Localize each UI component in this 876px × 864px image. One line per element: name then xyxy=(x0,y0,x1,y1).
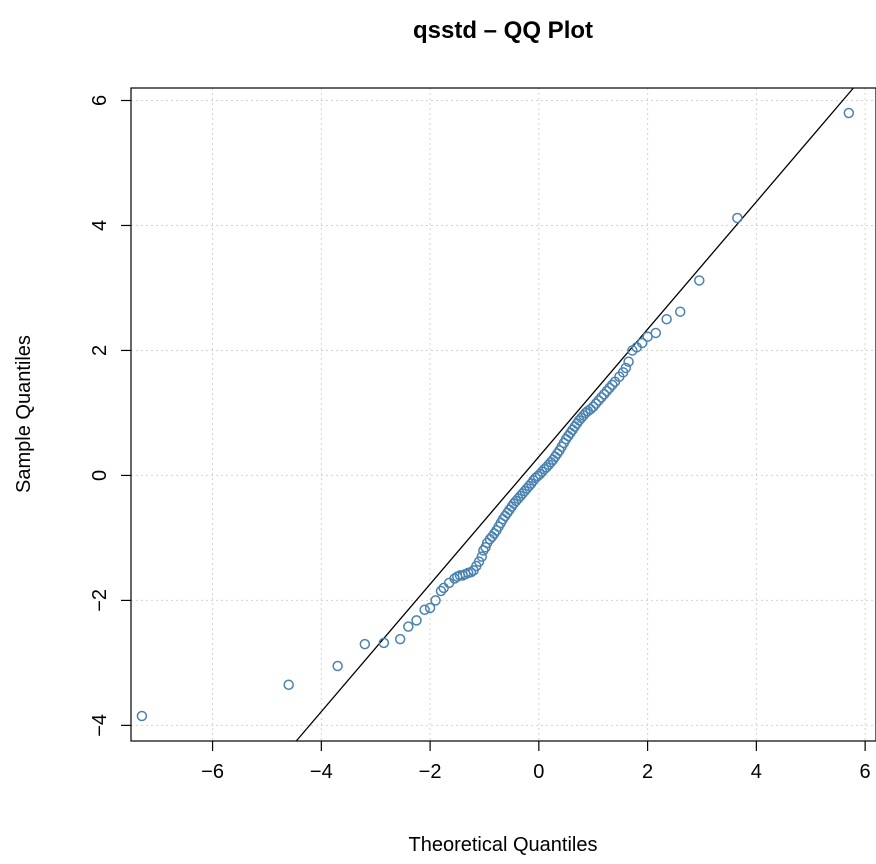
x-tick-label-4: 2 xyxy=(642,761,653,783)
x-tick-label-5: 4 xyxy=(751,761,762,783)
data-point-2 xyxy=(332,660,343,672)
data-point-77 xyxy=(593,395,604,406)
y-tick-label-3: 2 xyxy=(89,345,111,356)
y-tick-label-0: −4 xyxy=(89,714,111,737)
reference-line xyxy=(295,87,854,742)
data-point-1 xyxy=(283,679,294,691)
data-point-24 xyxy=(476,551,487,562)
data-point-23 xyxy=(473,556,485,567)
data-point-96 xyxy=(732,212,743,224)
y-axis: −4 −2 0 2 4 6 xyxy=(89,95,131,737)
data-point-90 xyxy=(636,337,648,349)
data-point-95 xyxy=(694,275,705,286)
data-point-20 xyxy=(465,567,477,578)
x-tick-label-2: −2 xyxy=(419,761,442,783)
data-point-74 xyxy=(585,403,596,415)
grid xyxy=(131,88,876,741)
x-tick-label-0: −6 xyxy=(201,761,224,783)
data-point-8 xyxy=(419,604,430,616)
x-tick-label-3: 0 xyxy=(533,761,544,783)
data-point-93 xyxy=(661,313,672,325)
data-point-75 xyxy=(587,401,599,412)
data-point-87 xyxy=(623,356,634,367)
data-point-94 xyxy=(674,306,686,317)
data-point-6 xyxy=(403,621,414,632)
data-point-11 xyxy=(435,585,447,597)
chart-title: qsstd – QQ Plot xyxy=(413,17,593,44)
y-tick-label-5: 6 xyxy=(89,95,111,106)
x-tick-label-6: 6 xyxy=(860,761,871,783)
data-point-79 xyxy=(598,388,610,400)
data-point-86 xyxy=(620,362,632,374)
data-point-82 xyxy=(607,379,618,391)
plot-frame xyxy=(130,87,876,742)
data-point-92 xyxy=(650,327,662,339)
data-point-3 xyxy=(359,638,371,650)
y-tick-label-4: 4 xyxy=(89,220,111,231)
x-axis: −6 −4 −2 0 2 4 6 xyxy=(201,741,871,783)
y-tick-label-2: 0 xyxy=(89,470,111,481)
data-point-78 xyxy=(596,392,607,403)
y-tick-label-1: −2 xyxy=(89,589,111,612)
data-point-4 xyxy=(378,637,390,649)
data-point-5 xyxy=(394,633,406,645)
y-axis-label: Sample Quantiles xyxy=(13,335,35,493)
x-axis-label: Theoretical Quantiles xyxy=(409,834,598,856)
data-point-9 xyxy=(424,602,436,614)
x-tick-label-1: −4 xyxy=(310,761,333,783)
reference-line-group xyxy=(295,87,854,742)
data-point-7 xyxy=(411,615,422,626)
data-point-10 xyxy=(430,595,441,606)
data-point-0 xyxy=(136,710,148,722)
data-point-81 xyxy=(604,382,615,394)
data-point-80 xyxy=(601,385,613,397)
points-group xyxy=(136,107,855,722)
data-point-76 xyxy=(590,398,602,409)
data-point-97 xyxy=(843,107,855,119)
